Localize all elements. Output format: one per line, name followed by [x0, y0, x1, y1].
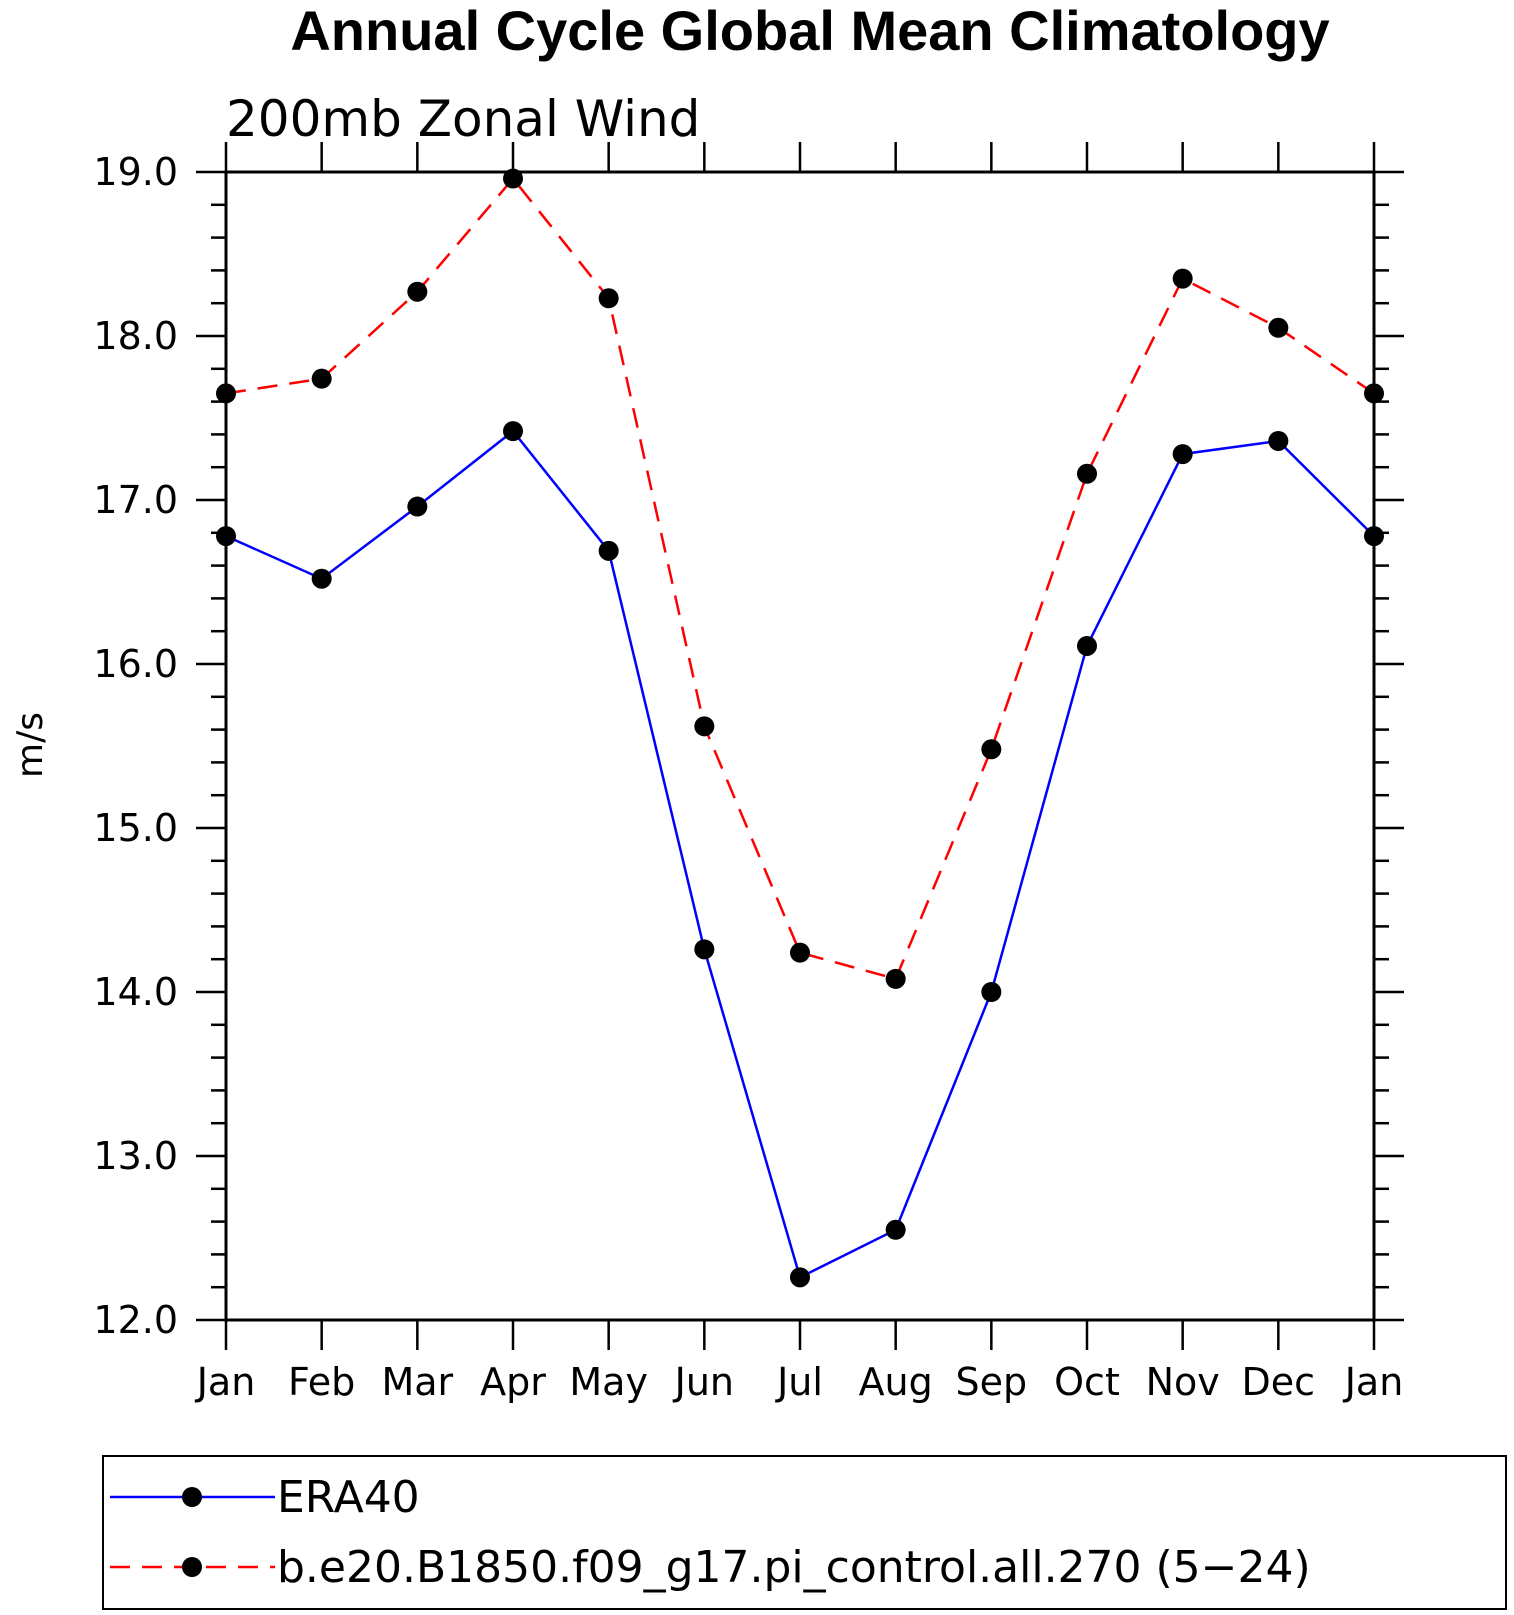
- legend-label-model: b.e20.B1850.f09_g17.pi_control.all.270 (…: [277, 1542, 1311, 1593]
- data-point-0: [981, 982, 1002, 1002]
- y-tick-label: 19.0: [93, 150, 178, 194]
- data-point-1: [503, 168, 523, 189]
- x-tick-label: Dec: [1242, 1360, 1316, 1404]
- data-point-1: [1077, 463, 1097, 484]
- x-tick-label: Jul: [775, 1360, 823, 1404]
- y-axis-label: m/s: [10, 712, 51, 778]
- y-tick-label: 17.0: [93, 478, 178, 522]
- legend-marker-era40: [182, 1487, 202, 1507]
- plot-frame: [224, 170, 1376, 1322]
- data-point-1: [311, 368, 332, 389]
- y-tick-label: 12.0: [93, 1298, 178, 1342]
- legend-label-era40: ERA40: [277, 1472, 420, 1523]
- data-point-1: [1172, 268, 1193, 289]
- data-point-1: [1268, 317, 1289, 338]
- y-tick-labels: 12.0 13.0 14.0 15.0 16.0 17.0 18.0 19.0: [93, 150, 178, 1342]
- y-tick-label: 14.0: [93, 970, 178, 1014]
- x-tick-label: Jan: [1343, 1360, 1404, 1404]
- x-tick-label: Oct: [1054, 1360, 1120, 1404]
- y-tick-label: 16.0: [93, 642, 178, 686]
- data-point-1: [407, 281, 428, 302]
- data-point-1: [598, 288, 619, 309]
- data-point-0: [790, 1267, 810, 1288]
- y-tick-label: 13.0: [93, 1134, 178, 1178]
- data-point-1: [885, 968, 906, 989]
- series-layer: [216, 168, 1384, 1288]
- data-point-0: [1077, 635, 1097, 656]
- series-line-1: [225, 176, 1375, 981]
- data-point-0: [598, 540, 619, 561]
- x-tick-label: May: [569, 1360, 648, 1404]
- legend-box: [102, 1455, 1507, 1610]
- data-point-0: [1268, 430, 1289, 451]
- data-point-0: [1364, 526, 1384, 547]
- data-point-0: [503, 421, 523, 442]
- data-point-0: [216, 526, 236, 547]
- data-point-1: [694, 716, 715, 737]
- x-tick-label: Aug: [859, 1360, 933, 1404]
- x-tick-labels: Jan Feb Mar Apr May Jun Jul Aug Sep Oct Nov Dec Jan: [195, 1360, 1404, 1404]
- x-tick-label: Mar: [381, 1360, 453, 1404]
- axis-ticks: [196, 142, 1404, 1350]
- legend-marker-model: [182, 1557, 202, 1577]
- y-tick-label: 18.0: [93, 314, 178, 358]
- x-tick-label: Jun: [673, 1360, 734, 1404]
- series-line-0: [225, 429, 1375, 1280]
- data-point-1: [216, 383, 236, 404]
- x-tick-label: Sep: [956, 1360, 1028, 1404]
- data-point-0: [311, 568, 332, 589]
- data-point-1: [981, 739, 1002, 760]
- data-point-0: [694, 939, 715, 960]
- data-point-0: [407, 496, 428, 517]
- chart-title: Annual Cycle Global Mean Climatology: [290, 0, 1329, 62]
- data-point-1: [790, 942, 810, 963]
- chart-subtitle: 200mb Zonal Wind: [226, 90, 700, 148]
- x-tick-label: Jan: [195, 1360, 256, 1404]
- y-tick-label: 15.0: [93, 806, 178, 850]
- x-tick-label: Apr: [480, 1360, 546, 1404]
- data-point-0: [885, 1219, 906, 1240]
- data-point-0: [1172, 444, 1193, 465]
- legend: ERA40 b.e20.B1850.f09_g17.pi_control.all…: [102, 1455, 1507, 1610]
- data-point-1: [1364, 383, 1384, 404]
- x-tick-label: Nov: [1146, 1360, 1220, 1404]
- x-tick-label: Feb: [288, 1360, 355, 1404]
